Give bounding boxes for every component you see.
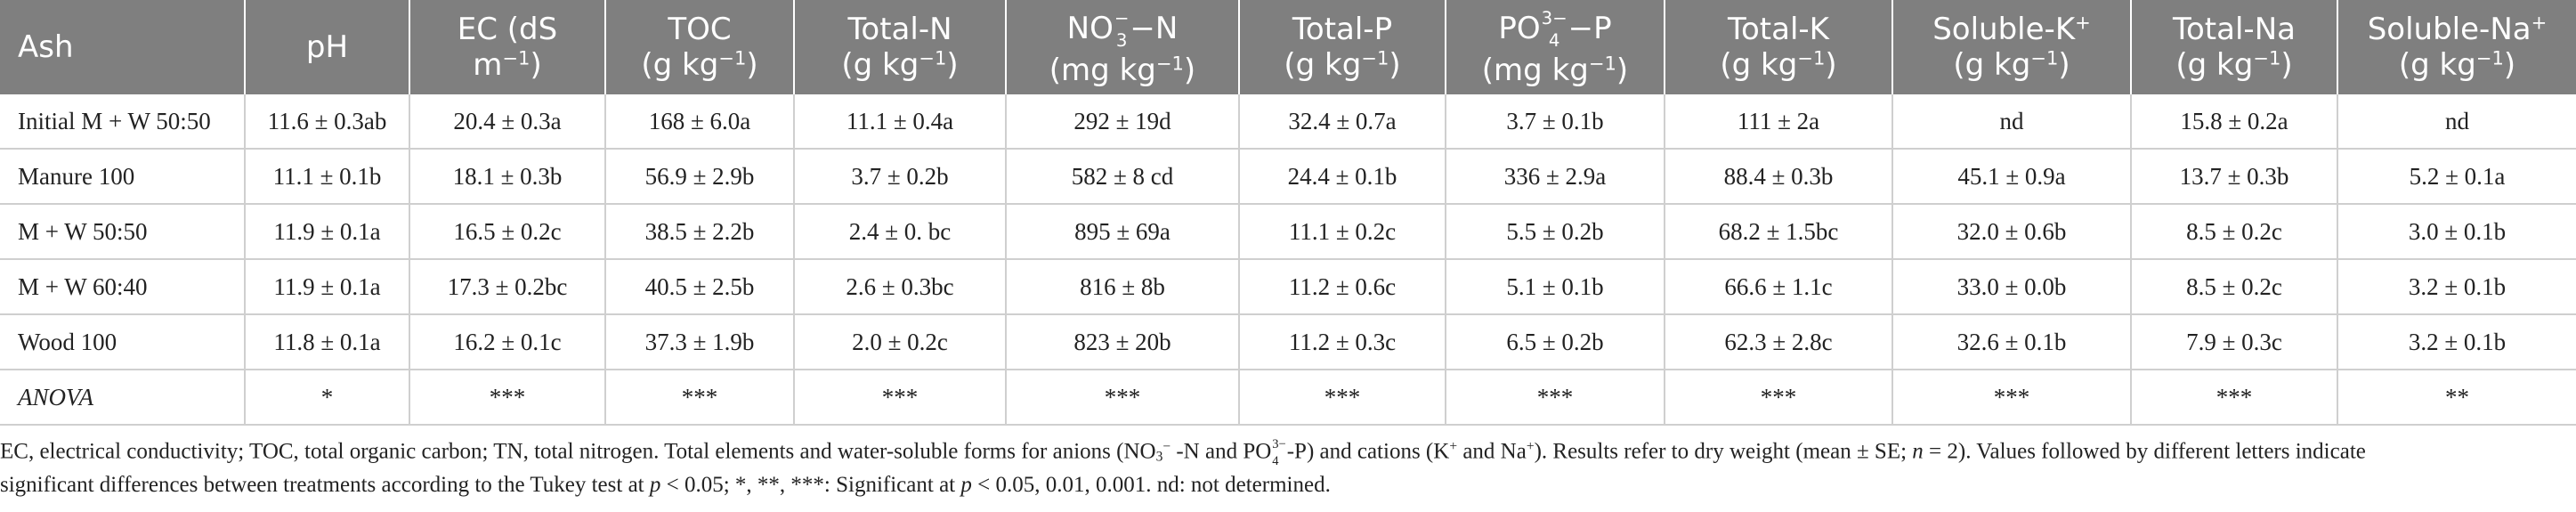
row-label-cell: Manure 100 — [0, 149, 246, 205]
table-row: M + W 50:50 11.9 ± 0.1a 16.5 ± 0.2c 38.5 ± … — [0, 204, 2576, 260]
table-cell: 3.7 ± 0.1b — [1446, 94, 1665, 150]
header-toc: TOC (g kg−1) — [605, 0, 795, 94]
header-soluble-na: Soluble-Na+ (g kg−1) — [2337, 0, 2576, 94]
table-cell: 24.4 ± 0.1b — [1239, 149, 1446, 205]
table-header: Ash pH EC (dS m−1) TOC (g kg−1) Total-N … — [0, 0, 2576, 94]
table-cell: 11.2 ± 0.3c — [1239, 314, 1446, 370]
header-ash: Ash — [0, 0, 246, 94]
table-cell: 6.5 ± 0.2b — [1446, 314, 1665, 370]
header-total-n: Total-N (g kg−1) — [794, 0, 1007, 94]
table-cell: 582 ± 8 cd — [1006, 149, 1240, 205]
table-cell: *** — [409, 370, 606, 426]
table-cell: 8.5 ± 0.2c — [2131, 259, 2338, 315]
table-cell: 45.1 ± 0.9a — [1892, 149, 2132, 205]
table-cell: 3.2 ± 0.1b — [2337, 314, 2576, 370]
anova-row: ANOVA * *** *** *** *** *** *** *** *** *** ** — [0, 370, 2576, 426]
table-cell: 11.1 ± 0.4a — [794, 94, 1007, 150]
table-cell: 13.7 ± 0.3b — [2131, 149, 2338, 205]
table-cell: ** — [2337, 370, 2576, 426]
table-cell: 5.5 ± 0.2b — [1446, 204, 1665, 260]
header-total-p: Total-P (g kg−1) — [1239, 0, 1446, 94]
table-row: Wood 100 11.8 ± 0.1a 16.2 ± 0.1c 37.3 ± 1.9… — [0, 314, 2576, 370]
table-cell: 66.6 ± 1.1c — [1665, 259, 1893, 315]
table-cell: *** — [1239, 370, 1446, 426]
header-total-na: Total-Na (g kg−1) — [2131, 0, 2338, 94]
data-table-container: Ash pH EC (dS m−1) TOC (g kg−1) Total-N … — [0, 0, 2576, 426]
row-label-cell: M + W 60:40 — [0, 259, 246, 315]
table-cell: 11.6 ± 0.3ab — [245, 94, 410, 150]
row-label-cell: ANOVA — [0, 370, 246, 426]
header-ec: EC (dS m−1) — [409, 0, 606, 94]
row-label-cell: M + W 50:50 — [0, 204, 246, 260]
table-cell: 895 ± 69a — [1006, 204, 1240, 260]
table-cell: *** — [794, 370, 1007, 426]
table-cell: 16.2 ± 0.1c — [409, 314, 606, 370]
table-cell: *** — [1665, 370, 1893, 426]
table-cell: 68.2 ± 1.5bc — [1665, 204, 1893, 260]
table-cell: *** — [2131, 370, 2338, 426]
table-cell: 88.4 ± 0.3b — [1665, 149, 1893, 205]
table-cell: 17.3 ± 0.2bc — [409, 259, 606, 315]
table-cell: 18.1 ± 0.3b — [409, 149, 606, 205]
table-cell: *** — [1006, 370, 1240, 426]
table-cell: 3.2 ± 0.1b — [2337, 259, 2576, 315]
table-cell: 823 ± 20b — [1006, 314, 1240, 370]
table-cell: 168 ± 6.0a — [605, 94, 795, 150]
table-row: Manure 100 11.1 ± 0.1b 18.1 ± 0.3b 56.9 ± 2… — [0, 149, 2576, 205]
header-total-k: Total-K (g kg−1) — [1665, 0, 1893, 94]
table-cell: 336 ± 2.9a — [1446, 149, 1665, 205]
table-cell: 11.9 ± 0.1a — [245, 259, 410, 315]
table-cell: 5.1 ± 0.1b — [1446, 259, 1665, 315]
table-cell: 62.3 ± 2.8c — [1665, 314, 1893, 370]
table-cell: 292 ± 19d — [1006, 94, 1240, 150]
header-po4-p: PO 3− 4 −P (mg kg−1) — [1446, 0, 1665, 94]
table-cell: 38.5 ± 2.2b — [605, 204, 795, 260]
table-cell: 32.0 ± 0.6b — [1892, 204, 2132, 260]
table-cell: 11.1 ± 0.1b — [245, 149, 410, 205]
table-cell: *** — [1892, 370, 2132, 426]
table-row: Initial M + W 50:50 11.6 ± 0.3ab 20.4 ± 0.… — [0, 94, 2576, 150]
table-cell: nd — [2337, 94, 2576, 150]
header-ph: pH — [245, 0, 410, 94]
table-cell: *** — [1446, 370, 1665, 426]
table-cell: 11.2 ± 0.6c — [1239, 259, 1446, 315]
table-cell: nd — [1892, 94, 2132, 150]
table-cell: 7.9 ± 0.3c — [2131, 314, 2338, 370]
table-cell: 11.9 ± 0.1a — [245, 204, 410, 260]
table-cell: 2.0 ± 0.2c — [794, 314, 1007, 370]
table-cell: 111 ± 2a — [1665, 94, 1893, 150]
table-cell: 37.3 ± 1.9b — [605, 314, 795, 370]
table-cell: 11.8 ± 0.1a — [245, 314, 410, 370]
table-cell: 20.4 ± 0.3a — [409, 94, 606, 150]
table-cell: 32.6 ± 0.1b — [1892, 314, 2132, 370]
table-cell: *** — [605, 370, 795, 426]
header-no3-n: NO −3 −N (mg kg−1) — [1006, 0, 1240, 94]
table-cell: 8.5 ± 0.2c — [2131, 204, 2338, 260]
table-cell: 11.1 ± 0.2c — [1239, 204, 1446, 260]
table-cell: 816 ± 8b — [1006, 259, 1240, 315]
header-row: Ash pH EC (dS m−1) TOC (g kg−1) Total-N … — [0, 0, 2576, 94]
table-cell: 3.7 ± 0.2b — [794, 149, 1007, 205]
table-cell: 2.6 ± 0.3bc — [794, 259, 1007, 315]
table-cell: 5.2 ± 0.1a — [2337, 149, 2576, 205]
table-cell: 2.4 ± 0. bc — [794, 204, 1007, 260]
table-cell: 15.8 ± 0.2a — [2131, 94, 2338, 150]
table-cell: * — [245, 370, 410, 426]
data-table: Ash pH EC (dS m−1) TOC (g kg−1) Total-N … — [0, 0, 2576, 426]
row-label-cell: Initial M + W 50:50 — [0, 94, 246, 150]
table-cell: 16.5 ± 0.2c — [409, 204, 606, 260]
table-row: M + W 60:40 11.9 ± 0.1a 17.3 ± 0.2bc 40.5 ±… — [0, 259, 2576, 315]
table-footnote: EC, electrical conductivity; TOC, total … — [0, 437, 2366, 497]
table-body: Initial M + W 50:50 11.6 ± 0.3ab 20.4 ± 0.… — [0, 94, 2576, 426]
row-label-cell: Wood 100 — [0, 314, 246, 370]
table-cell: 40.5 ± 2.5b — [605, 259, 795, 315]
table-cell: 33.0 ± 0.0b — [1892, 259, 2132, 315]
table-cell: 56.9 ± 2.9b — [605, 149, 795, 205]
header-soluble-k: Soluble-K+ (g kg−1) — [1892, 0, 2132, 94]
table-cell: 3.0 ± 0.1b — [2337, 204, 2576, 260]
table-cell: 32.4 ± 0.7a — [1239, 94, 1446, 150]
